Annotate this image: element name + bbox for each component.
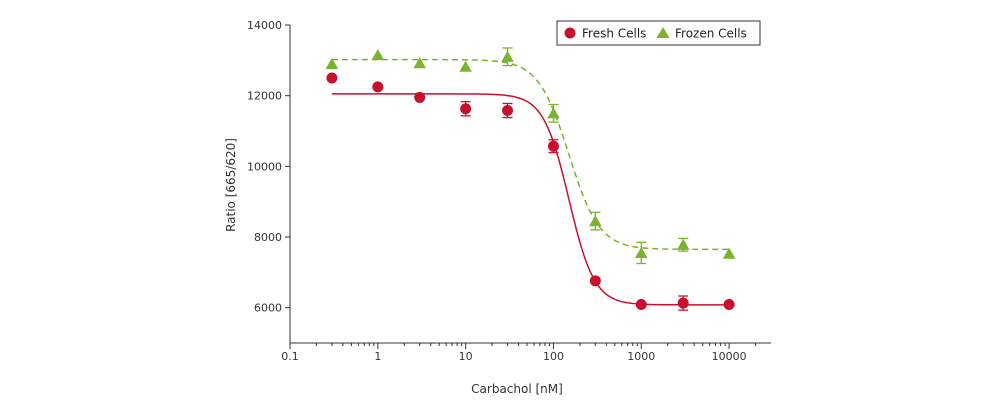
data-points (325, 47, 736, 311)
legend-marker-fresh (564, 27, 576, 39)
data-point-frozen-cells (547, 107, 560, 119)
x-tick-label: 1 (374, 350, 381, 363)
y-tick-label: 14000 (247, 19, 282, 32)
data-point-frozen-cells (634, 246, 648, 258)
data-point-frozen-cells (459, 60, 472, 72)
y-axis-title: Ratio [665/620] (224, 138, 238, 232)
data-point-fresh-cells (414, 91, 426, 103)
fit-curve-frozen-cells (331, 58, 730, 251)
x-tick-label: 10000 (712, 350, 747, 363)
x-tick-label: 0.1 (281, 350, 299, 363)
data-point-fresh-cells (372, 81, 384, 93)
axes (289, 25, 771, 344)
x-tick-label: 100 (543, 350, 564, 363)
legend-label-frozen: Frozen Cells (675, 27, 747, 41)
data-point-fresh-cells (502, 105, 514, 117)
data-point-frozen-cells (325, 57, 339, 69)
legend-label-fresh: Fresh Cells (582, 27, 646, 41)
data-point-frozen-cells (413, 57, 427, 69)
x-axis-title: Carbachol [nM] (471, 382, 563, 396)
fit-curve-fresh-cells (331, 93, 730, 306)
fit-curves (331, 58, 730, 306)
data-point-fresh-cells (589, 275, 601, 287)
data-point-frozen-cells (676, 238, 690, 250)
data-point-frozen-cells (501, 50, 514, 62)
y-tick-label: 6000 (254, 302, 282, 315)
data-point-fresh-cells (460, 103, 472, 115)
data-point-frozen-cells (722, 247, 736, 259)
legend-marker-frozen (656, 27, 670, 38)
legend-box (556, 20, 761, 46)
x-tick-label: 1000 (627, 350, 655, 363)
x-tick-label: 10 (459, 350, 473, 363)
data-point-fresh-cells (547, 140, 559, 152)
y-tick-label: 8000 (254, 231, 282, 244)
data-point-fresh-cells (723, 298, 735, 310)
legend: Fresh Cells Frozen Cells (556, 20, 761, 46)
data-point-fresh-cells (677, 297, 689, 309)
data-point-fresh-cells (635, 298, 647, 310)
y-tick-label: 10000 (247, 160, 282, 173)
data-point-fresh-cells (326, 72, 338, 84)
y-tick-label: 12000 (247, 90, 282, 103)
y-ticks: 6000 8000 10000 12000 14000 (247, 19, 290, 315)
x-ticks: 0.1 1 10 100 1000 10000 (281, 343, 757, 363)
data-point-frozen-cells (589, 215, 602, 227)
data-point-frozen-cells (371, 49, 385, 61)
